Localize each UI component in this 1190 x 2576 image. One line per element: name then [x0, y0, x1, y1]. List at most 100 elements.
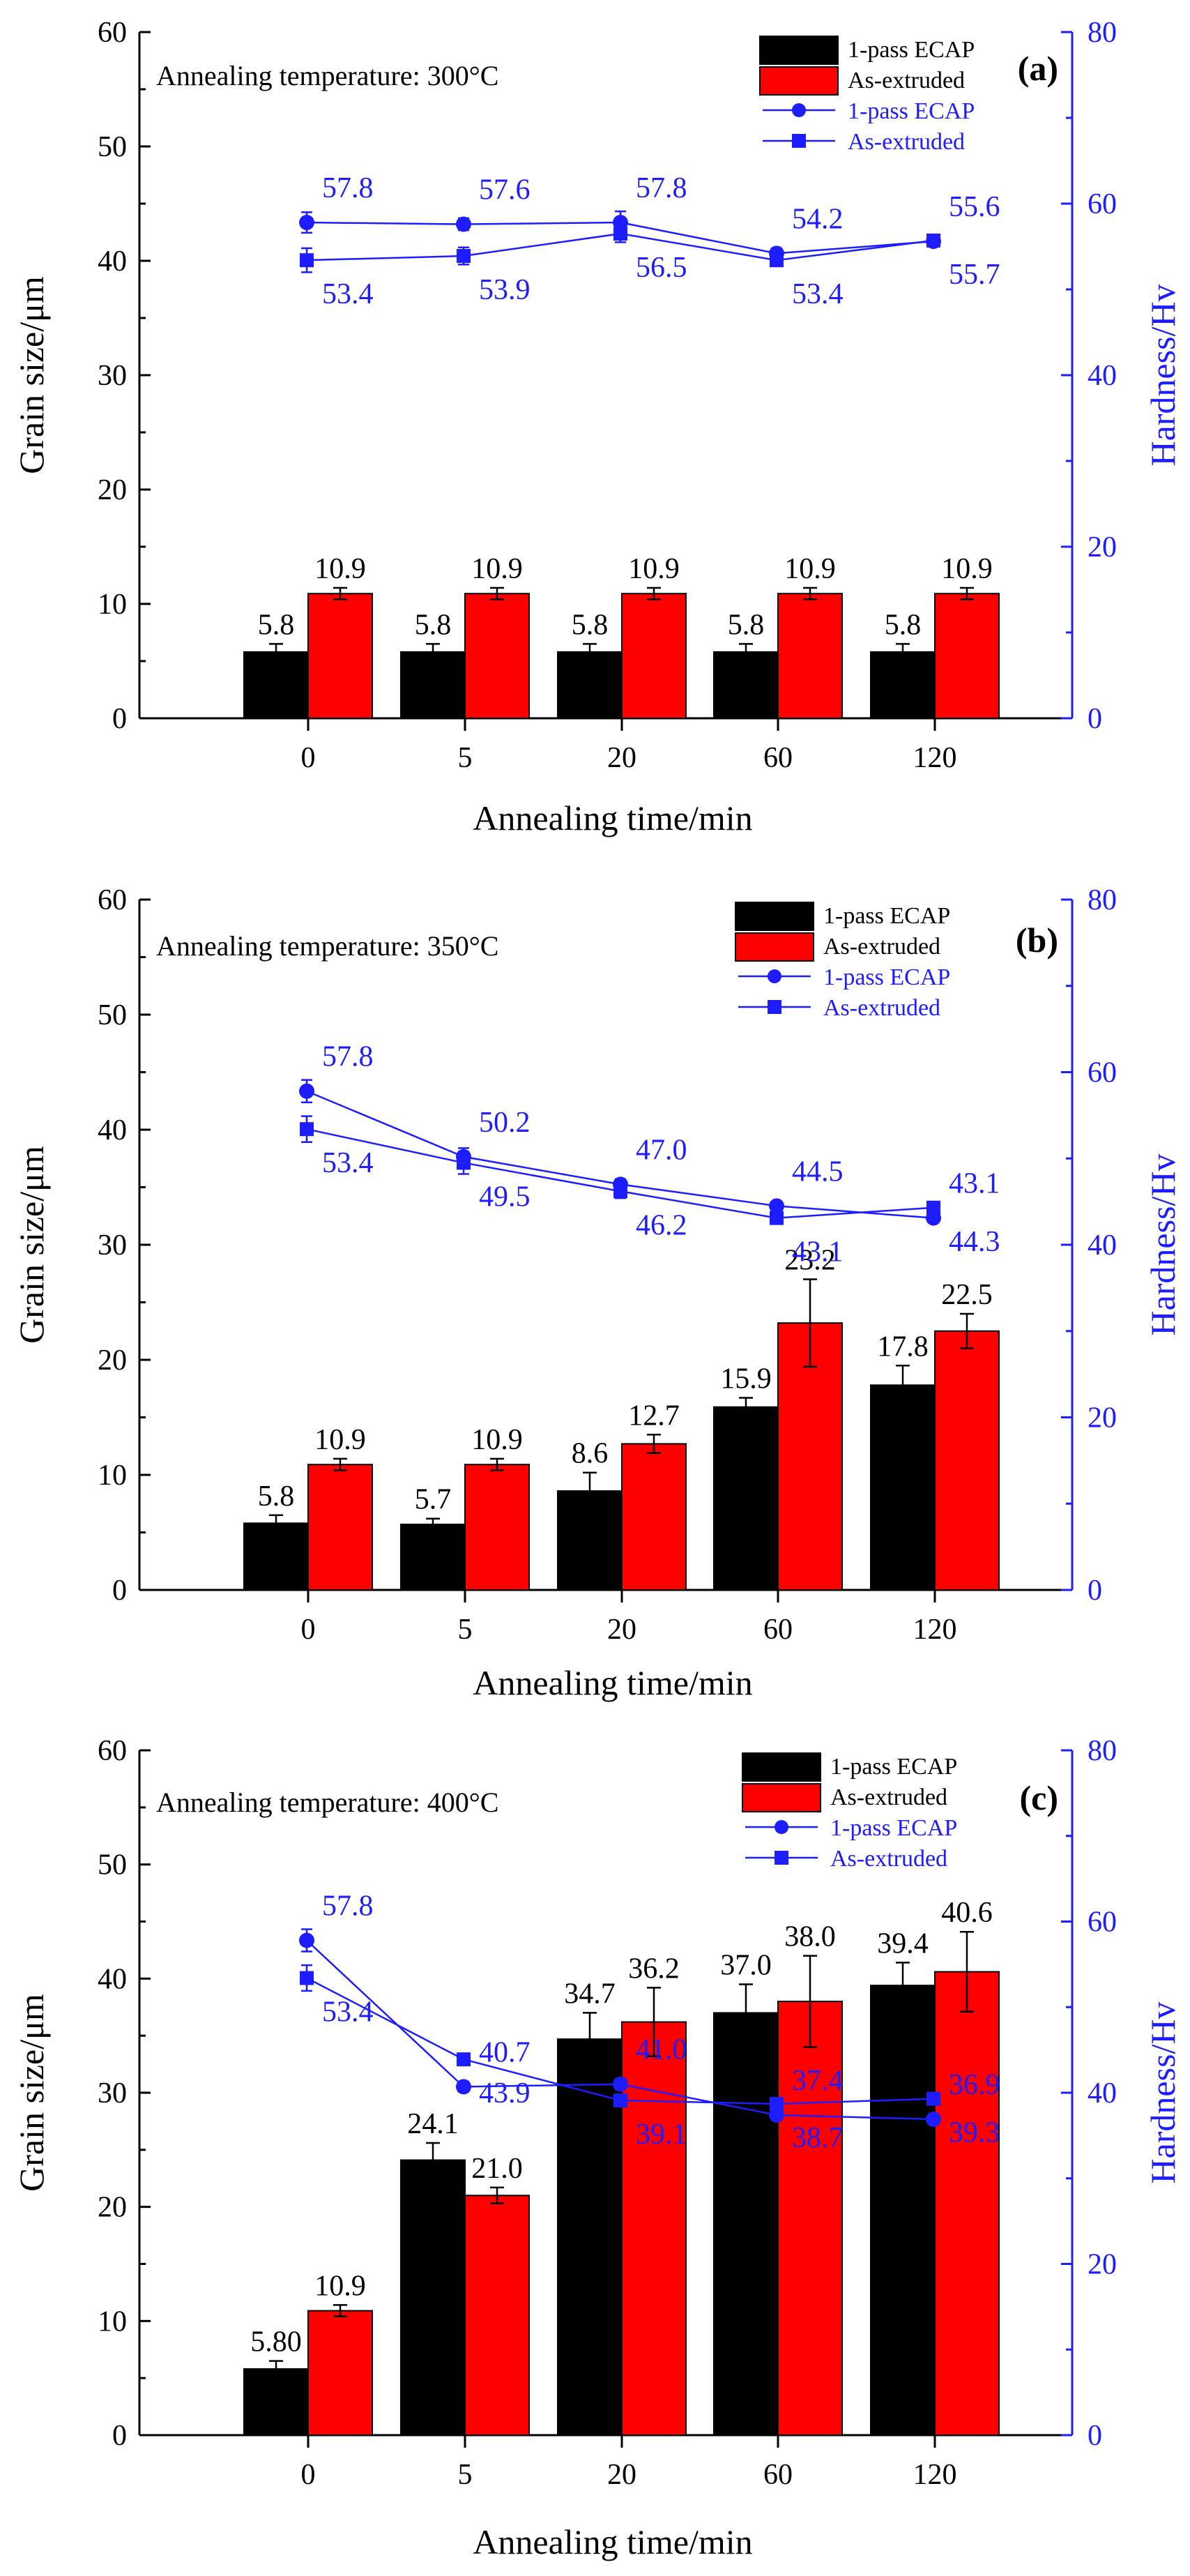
hardness-value-label: 36.9 [949, 2069, 1000, 2101]
y-tick-label: 20 [98, 1344, 127, 1377]
bar-extruded [464, 1464, 530, 1591]
y-tick-label: 20 [98, 474, 127, 506]
bar-value-label: 5.8 [415, 609, 452, 641]
y2-tick-label: 40 [1088, 360, 1117, 392]
y2-tick-label: 0 [1088, 703, 1102, 735]
hardness-value-label: 57.8 [322, 172, 374, 204]
bar-extruded [777, 593, 843, 719]
y2-tick-label: 60 [1088, 1907, 1117, 1939]
bar-ecap [713, 651, 779, 720]
legend-label: As-extruded [823, 995, 940, 1021]
legend-marker-square [768, 1000, 781, 1014]
legend-label: As-extruded [848, 129, 965, 155]
hardness-point-square [926, 233, 940, 248]
bar-value-label: 22.5 [941, 1279, 993, 1311]
hardness-value-label: 40.7 [479, 2036, 531, 2068]
legend-label: As-extruded [830, 1846, 947, 1872]
bar-value-label: 8.6 [572, 1438, 609, 1470]
legend-swatch-bar [759, 36, 839, 65]
bar-value-label: 5.80 [250, 2326, 302, 2358]
y-axis-title: Grain size/μm [12, 276, 51, 474]
x-tick-label: 5 [458, 2459, 473, 2491]
hardness-value-label: 49.5 [479, 1181, 531, 1213]
bar-value-label: 5.7 [415, 1484, 452, 1516]
hardness-value-label: 44.5 [792, 1156, 844, 1188]
bar-value-label: 17.8 [877, 1331, 929, 1363]
x-tick-label: 60 [763, 1614, 793, 1646]
hardness-point-circle [613, 215, 628, 231]
bar-value-label: 5.8 [572, 609, 609, 641]
legend-marker-circle [775, 1820, 788, 1834]
y-tick-label: 60 [98, 884, 127, 916]
panel-tag: (c) [1020, 1778, 1059, 1817]
y-tick-label: 50 [98, 999, 127, 1031]
y2-tick-label: 80 [1088, 1735, 1117, 1767]
hardness-point-square [770, 253, 784, 268]
legend-marker-square [775, 1851, 788, 1865]
x-tick-label: 5 [458, 1614, 473, 1646]
chart-panel-2: 0 10 20 30 40 50 60 0 20 40 60 80 0 5 20 60 120 Annealing… [12, 1735, 1182, 2561]
y2-tick-label: 60 [1088, 188, 1117, 220]
x-tick-label: 120 [913, 742, 957, 774]
hardness-point-square [300, 253, 314, 268]
legend-label: As-extruded [823, 934, 940, 960]
bar-value-label: 34.7 [564, 1978, 616, 2010]
y2-tick-label: 40 [1088, 2077, 1117, 2109]
y2-tick-label: 20 [1088, 1402, 1117, 1434]
x-axis-title: Annealing time/min [473, 798, 752, 838]
hardness-value-label: 57.8 [322, 1041, 374, 1073]
legend-swatch-bar [735, 932, 814, 962]
hardness-point-circle [769, 1198, 784, 1214]
x-tick-label: 5 [458, 742, 473, 774]
bar-value-label: 23.2 [784, 1245, 836, 1277]
legend-label: 1-pass ECAP [830, 1754, 957, 1780]
temperature-annotation: Annealing temperature: 300°C [156, 60, 498, 91]
legend-swatch-bar [742, 1752, 821, 1782]
bar-value-label: 38.0 [784, 1921, 836, 1953]
hardness-value-label: 56.5 [636, 252, 687, 284]
bar-extruded [464, 2195, 530, 2437]
y-tick-label: 50 [98, 131, 127, 163]
y-tick-label: 40 [98, 1114, 127, 1146]
y-tick-label: 50 [98, 1849, 127, 1881]
temperature-annotation: Annealing temperature: 350°C [156, 930, 498, 962]
hardness-value-label: 44.3 [949, 1226, 1000, 1258]
chart-panel-1: 0 10 20 30 40 50 60 0 20 40 60 80 0 5 20 60 120 Annealing… [12, 884, 1182, 1702]
bar-ecap [870, 1985, 936, 2436]
y-tick-label: 20 [98, 2192, 127, 2224]
y-tick-label: 30 [98, 2077, 127, 2109]
hardness-value-label: 57.8 [322, 1891, 374, 1923]
bar-value-label: 10.9 [471, 553, 523, 585]
hardness-value-label: 53.9 [479, 274, 531, 306]
y2-tick-label: 80 [1088, 884, 1117, 916]
y-tick-label: 10 [98, 1460, 127, 1492]
bar-value-label: 10.9 [314, 2270, 366, 2302]
legend: 1-pass ECAP As-extruded 1-pass ECAP As-extr… [742, 1752, 957, 1872]
legend-label: As-extruded [848, 68, 965, 93]
legend-swatch-bar [742, 1783, 821, 1812]
hardness-point-square [770, 2096, 784, 2111]
hardness-point-circle [299, 1932, 314, 1948]
bar-value-label: 24.1 [407, 2108, 459, 2140]
legend-marker-circle [792, 103, 806, 117]
hardness-value-label: 55.6 [949, 191, 1000, 223]
legend-swatch-bar [759, 66, 839, 96]
x-axis-title: Annealing time/min [473, 1663, 752, 1702]
x-axis-title: Annealing time/min [473, 2522, 752, 2561]
hardness-value-label: 57.6 [479, 174, 531, 206]
hardness-point-square [770, 1211, 784, 1225]
hardness-point-circle [299, 1083, 314, 1099]
hardness-point-circle [299, 215, 314, 231]
bar-value-label: 37.0 [720, 1950, 772, 1982]
y-tick-label: 60 [98, 17, 127, 49]
bar-value-label: 5.8 [885, 609, 922, 641]
bar-ecap [557, 651, 623, 720]
y2-axis-title: Hardness/Hv [1143, 2001, 1182, 2183]
hardness-value-label: 43.9 [479, 2077, 531, 2109]
y-axis-title: Grain size/μm [12, 1994, 51, 2192]
bar-extruded [307, 593, 373, 719]
hardness-value-label: 54.2 [792, 203, 844, 235]
y2-tick-label: 0 [1088, 1575, 1102, 1607]
x-tick-label: 0 [301, 742, 316, 774]
